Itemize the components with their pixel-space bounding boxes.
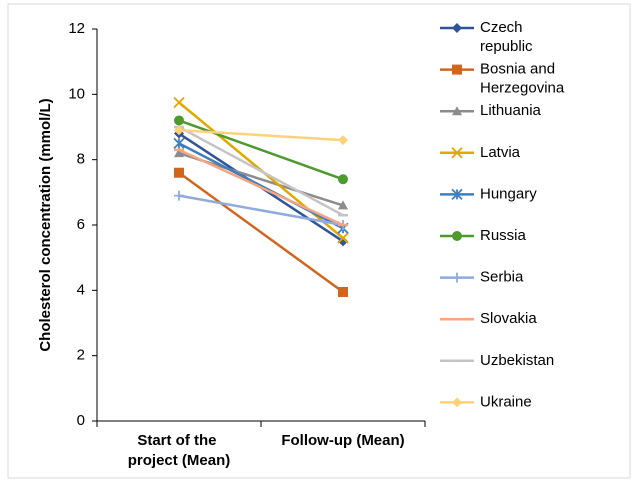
marker (452, 231, 462, 241)
y-tick-label: 2 (77, 347, 85, 364)
series-line (178, 148, 344, 227)
y-tick-label: 4 (77, 281, 85, 298)
chart-border (7, 3, 631, 479)
series (174, 148, 348, 227)
marker (338, 200, 348, 210)
marker (452, 272, 462, 283)
marker (337, 232, 349, 244)
series-line (178, 129, 344, 142)
marker (451, 147, 463, 159)
series-line (178, 194, 344, 227)
marker (173, 96, 185, 109)
marker (174, 125, 184, 136)
marker (451, 188, 463, 201)
legend-label: Ukraine (480, 393, 532, 410)
legend-label: Hungary (480, 185, 537, 202)
y-tick-label: 8 (77, 151, 85, 168)
series-line (178, 125, 344, 217)
marker (174, 190, 184, 201)
marker (174, 167, 184, 178)
y-tick-label: 0 (77, 412, 85, 429)
marker (338, 174, 348, 185)
marker (452, 23, 462, 33)
y-axis-label: Cholesterol concentration (mmol/L) (37, 98, 54, 351)
marker (338, 135, 348, 146)
series-line (178, 171, 344, 293)
marker (338, 286, 348, 297)
y-tick-label: 10 (68, 85, 85, 102)
series (174, 125, 348, 146)
legend-label: Bosnia and Herzegovina (480, 61, 565, 97)
marker (452, 397, 462, 408)
legend-label: Serbia (480, 269, 524, 286)
marker (174, 115, 184, 126)
marker (452, 64, 462, 75)
legend-label: Slovakia (480, 310, 537, 327)
x-tick-label: Start of the project (Mean) (128, 432, 231, 469)
legend-label: Uzbekistan (480, 352, 554, 369)
marker (452, 106, 462, 116)
legend-label: Czech republic (480, 19, 533, 55)
series-line (178, 142, 344, 230)
y-tick-label: 6 (77, 216, 85, 233)
legend-label: Lithuania (480, 102, 542, 119)
series-line (178, 119, 344, 181)
marker (174, 148, 184, 158)
x-tick-label: Follow-up (Mean) (281, 432, 404, 449)
marker (173, 137, 185, 149)
y-tick-label: 12 (68, 20, 85, 37)
legend-label: Russia (480, 227, 527, 244)
marker (338, 236, 348, 247)
legend-label: Latvia (480, 144, 521, 161)
series (174, 115, 348, 185)
series (174, 167, 348, 297)
